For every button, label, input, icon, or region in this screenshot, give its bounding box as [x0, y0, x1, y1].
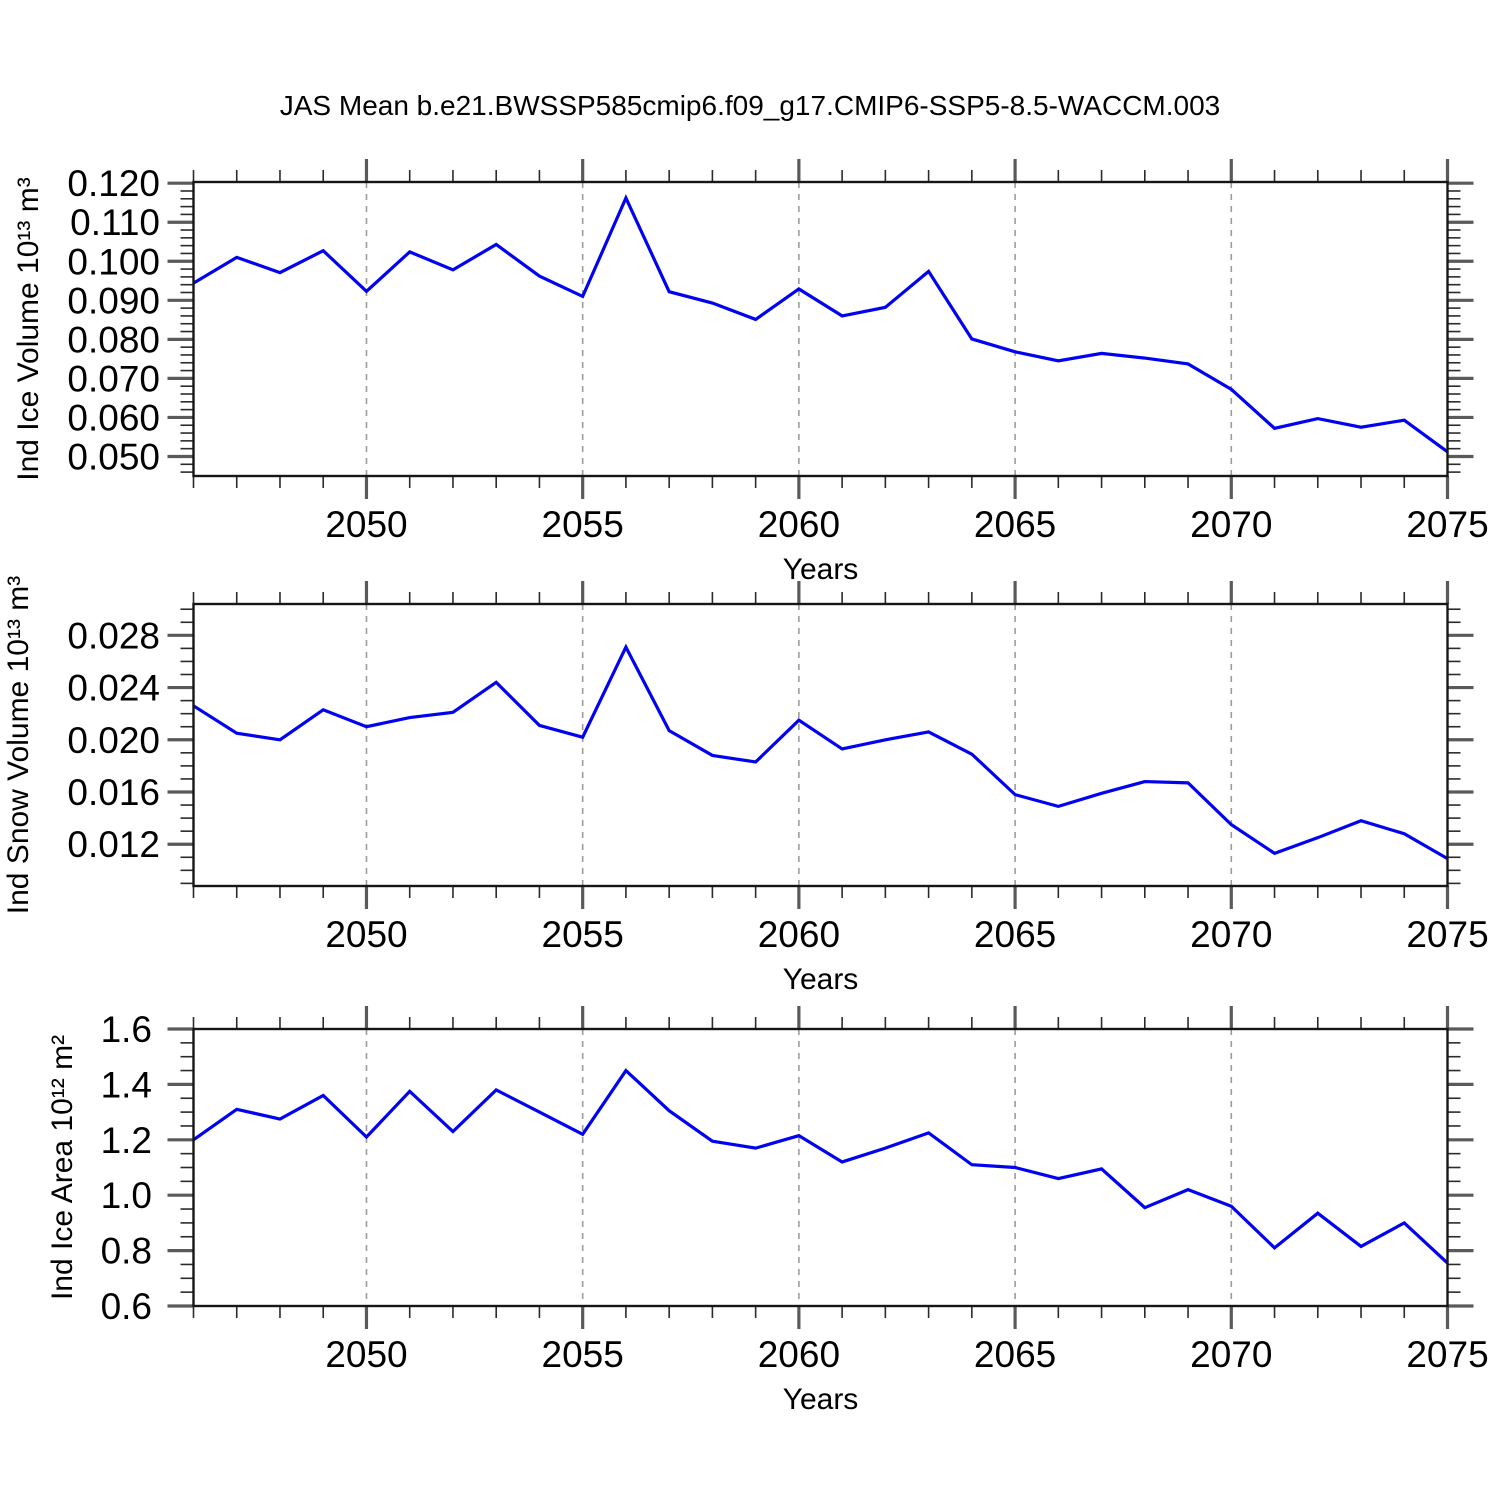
y-tick-label: 0.8 — [101, 1231, 152, 1272]
x-tick-label: 2075 — [1406, 914, 1488, 955]
plot-frame — [192, 602, 1449, 888]
y-tick-label: 1.4 — [101, 1064, 152, 1105]
x-tick-label: 2050 — [325, 504, 407, 545]
y-axis-title: Ind Snow Volume 10¹³ m³ — [2, 576, 35, 914]
x-tick-label: 2065 — [974, 914, 1056, 955]
y-axis-title: Ind Ice Volume 10¹³ m³ — [12, 177, 45, 480]
y-tick-label: 0.110 — [70, 202, 160, 243]
x-tick-label: 2050 — [325, 1334, 407, 1375]
x-tick-label: 2055 — [542, 1334, 624, 1375]
x-axis-title: Years — [783, 553, 859, 586]
x-tick-label: 2075 — [1406, 1334, 1488, 1375]
x-tick-label: 2065 — [974, 504, 1056, 545]
panel-2: 0.012 0.016 0.020 0.024 0.028 2050 2055 2060 206… — [2, 576, 1489, 996]
y-axis-title: Ind Ice Area 10¹² m² — [46, 1035, 79, 1300]
x-axis-title: Years — [783, 963, 859, 996]
data-line-panel-1 — [192, 194, 1449, 454]
x-tick-label: 2060 — [758, 1334, 840, 1375]
x-tick-label: 2065 — [974, 1334, 1056, 1375]
x-tick-label: 2075 — [1406, 504, 1488, 545]
y-tick-label: 0.070 — [67, 358, 160, 399]
x-tick-label: 2060 — [758, 504, 840, 545]
x-tick-label: 2055 — [542, 504, 624, 545]
data-line-panel-2 — [192, 643, 1449, 860]
x-tick-label: 2060 — [758, 914, 840, 955]
y-tick-label: 1.0 — [101, 1175, 152, 1216]
y-tick-label: 0.024 — [67, 668, 160, 709]
y-tick-label: 0.6 — [101, 1286, 152, 1327]
y-tick-label: 0.100 — [67, 241, 160, 282]
figure-title: JAS Mean b.e21.BWSSP585cmip6.f09_g17.CMI… — [279, 90, 1221, 121]
y-tick-label: 0.090 — [67, 280, 160, 321]
y-tick-label: 0.028 — [67, 615, 160, 656]
panel-3: 0.6 0.8 1.0 1.2 1.4 1.6 2050 2055 2060 2065 2070 20… — [46, 1006, 1489, 1416]
x-axis-title: Years — [783, 1383, 859, 1416]
y-tick-label: 0.060 — [67, 397, 160, 438]
y-tick-label: 1.6 — [101, 1009, 152, 1050]
x-tick-label: 2070 — [1190, 914, 1272, 955]
y-tick-label: 0.012 — [67, 824, 160, 865]
x-tick-label: 2070 — [1190, 504, 1272, 545]
plot-frame — [192, 1027, 1449, 1308]
x-tick-label: 2055 — [542, 914, 624, 955]
y-tick-label: 0.050 — [67, 436, 160, 477]
x-tick-label: 2050 — [325, 914, 407, 955]
y-tick-label: 0.016 — [67, 772, 160, 813]
plot-frame — [192, 180, 1449, 478]
y-tick-label: 0.120 — [67, 163, 160, 204]
y-tick-label: 0.080 — [67, 319, 160, 360]
panel-1: 0.0500.0600.0700.0800.0900.1000.1100.120… — [12, 159, 1489, 586]
x-tick-label: 2070 — [1190, 1334, 1272, 1375]
y-tick-label: 1.2 — [101, 1120, 152, 1161]
y-tick-label: 0.020 — [67, 720, 160, 761]
data-line-panel-3 — [192, 1068, 1449, 1265]
